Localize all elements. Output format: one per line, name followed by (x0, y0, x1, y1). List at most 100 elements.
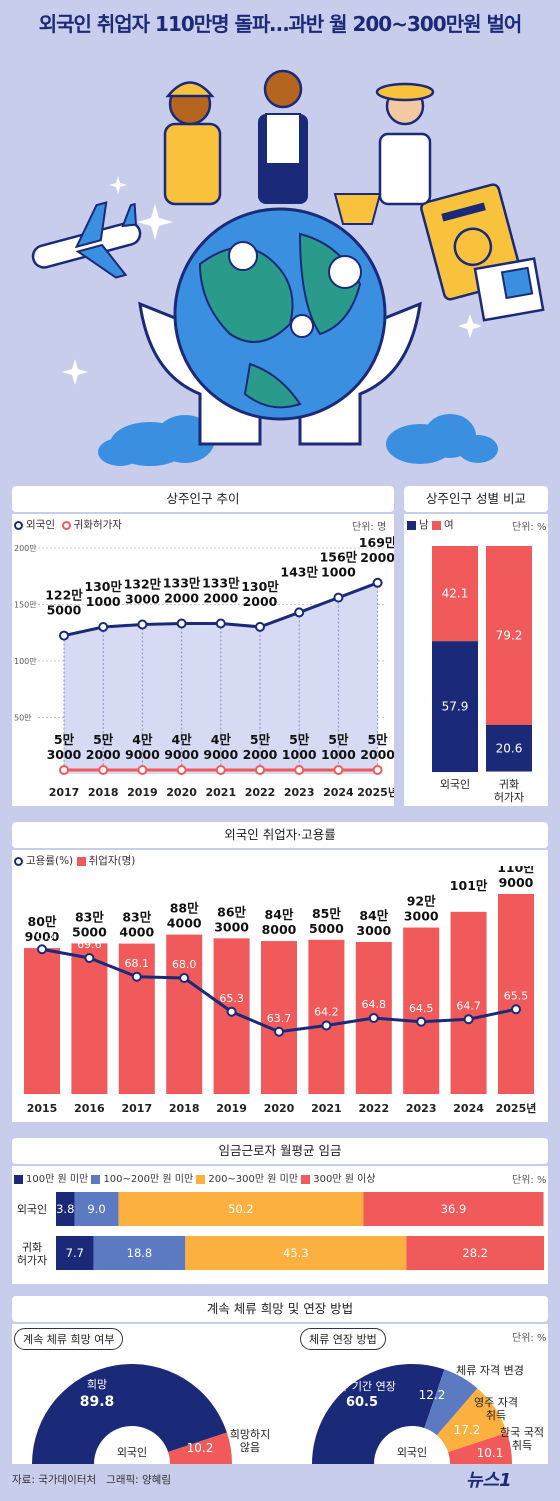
value-label-slice: 12.2 (419, 1388, 446, 1402)
x-tick-label: 2017 (121, 1102, 152, 1115)
category-label: 허가자 (17, 1254, 47, 1267)
data-label-foreigner: 3000 (125, 592, 160, 607)
data-label-employed: 9000 (499, 875, 534, 890)
worker-construction-icon (163, 81, 222, 206)
point-naturalized (137, 765, 148, 775)
x-tick-label: 2017 (49, 786, 80, 799)
data-label-employed: 110만 (497, 866, 535, 875)
slice-label: 취득 (486, 1409, 506, 1422)
bar-male (486, 724, 532, 772)
legend-wage-1: 100만 원 미만 (26, 1174, 89, 1185)
point-naturalized (372, 765, 383, 775)
page-title: 외국인 취업자 110만명 돌파…과반 월 200~300만원 벌어 (38, 12, 523, 36)
id-card-icon (473, 257, 545, 322)
y-tick-label: 100만 (14, 657, 37, 666)
pie-slice (424, 1369, 478, 1436)
data-label-foreigner: 130만 (241, 579, 279, 594)
gender-legend: 남 여 (407, 517, 454, 532)
data-label-naturalized: 3000 (47, 747, 82, 762)
point-rate (226, 1006, 237, 1017)
bar-segment (118, 1192, 364, 1226)
population-unit: 단위: 명 (352, 522, 387, 533)
slice-label: 않음 (240, 1441, 260, 1454)
wage-stacked-bar-chart: 3.8 9.0 50.2 36.9 외국인 7.7 18.8 45.3 28.2 귀화허가자 (17, 1192, 544, 1270)
point-rate (274, 1026, 284, 1037)
x-tick-label: 2022 (358, 1102, 389, 1115)
bar-male (432, 641, 478, 772)
x-tick-label: 2016 (74, 1102, 105, 1115)
value-label-rate: 70.3 (30, 929, 55, 942)
data-label-naturalized: 5만 (328, 732, 349, 747)
point-foreigner (176, 618, 187, 629)
legend-naturalized: 귀화허가자 (73, 519, 122, 531)
value-label-wage: 9.0 (87, 1202, 105, 1216)
legend-foreigner: 외국인 (26, 519, 55, 531)
data-label-employed: 8000 (262, 922, 297, 937)
value-label-wage: 18.8 (127, 1246, 153, 1260)
slice-label: 체류 자격 변경 (456, 1364, 524, 1377)
data-label-employed: 101만 (450, 878, 488, 893)
bar-employed (308, 939, 345, 1094)
point-naturalized (176, 765, 187, 775)
legend-employed: 취업자(명) (88, 855, 136, 867)
data-label-naturalized: 2000 (243, 747, 278, 762)
population-line-chart: 200만150만100만50만122만5000130만1000132만30001… (14, 535, 394, 799)
value-label-rate: 63.7 (267, 1012, 292, 1025)
data-label-foreigner: 133만 (163, 575, 201, 590)
bar-employed (71, 943, 108, 1094)
data-label-naturalized: 9000 (125, 747, 160, 762)
data-label-employed: 3000 (356, 923, 391, 938)
cloud-icon (98, 414, 498, 466)
value-label-wage: 50.2 (228, 1202, 254, 1216)
value-label-rate: 68.0 (172, 958, 197, 971)
bar-segment (93, 1236, 186, 1270)
bar-employed (403, 927, 440, 1094)
data-label-naturalized: 5만 (367, 732, 388, 747)
value-label-rate: 69.6 (77, 938, 102, 951)
value-label-female: 42.1 (442, 587, 469, 601)
value-label-male: 57.9 (442, 700, 469, 714)
legend-male: 남 (419, 519, 429, 531)
data-label-foreigner: 132만 (124, 577, 162, 592)
legend-wage-3: 200~300만 원 미만 (208, 1174, 299, 1185)
point-foreigner (98, 621, 109, 632)
stay-left-label: 계속 체류 희망 여부 (14, 1328, 124, 1350)
bar-female (486, 546, 532, 725)
data-label-employed: 4000 (119, 925, 154, 940)
data-label-employed: 84만 (359, 908, 388, 923)
employment-combo-chart: 80만900083만500083만400088만400086만300084만80… (24, 866, 537, 1115)
x-tick-label: 2025년 (496, 1101, 537, 1115)
data-label-employed: 3000 (404, 909, 439, 924)
data-label-naturalized: 9000 (203, 747, 238, 762)
x-tick-label: 2018 (169, 1102, 200, 1115)
x-tick-label: 2018 (88, 786, 119, 799)
data-label-naturalized: 5만 (250, 732, 271, 747)
hero-illustration (31, 69, 545, 466)
data-label-foreigner: 5000 (47, 603, 82, 618)
value-label-slice: 10.2 (187, 1441, 214, 1455)
legend-female: 여 (444, 519, 454, 531)
point-rate (321, 1020, 332, 1031)
data-label-employed: 88만 (170, 901, 199, 916)
bar-employed (450, 911, 487, 1094)
source-credit: 자료: 국가데이터처 그래픽: 양혜림 (12, 1474, 172, 1486)
stay-unit: 단위: % (512, 1333, 547, 1344)
gender-bar-chart: 42.1 57.9 외국인 79.2 20.6 귀화허가자 (432, 546, 532, 804)
point-foreigner (372, 577, 383, 588)
value-label-wage: 45.3 (283, 1246, 309, 1260)
bar-segment (74, 1192, 119, 1226)
value-label-wage: 3.8 (56, 1202, 74, 1216)
data-label-foreigner: 2000 (243, 594, 278, 609)
pie-slice (436, 1388, 508, 1453)
pie-slice (448, 1432, 512, 1464)
data-label-employed: 92만 (407, 894, 436, 909)
slice-label: 영주 자격 (474, 1396, 518, 1409)
bar-segment (363, 1192, 544, 1226)
point-rate (37, 944, 47, 955)
data-label-foreigner: 130만 (84, 579, 122, 594)
data-label-naturalized: 4만 (132, 732, 153, 747)
value-label-rate: 64.5 (409, 1002, 434, 1015)
data-label-foreigner: 122만 (45, 588, 83, 603)
data-label-employed: 9000 (25, 929, 60, 944)
x-tick-label: 2023 (406, 1102, 437, 1115)
